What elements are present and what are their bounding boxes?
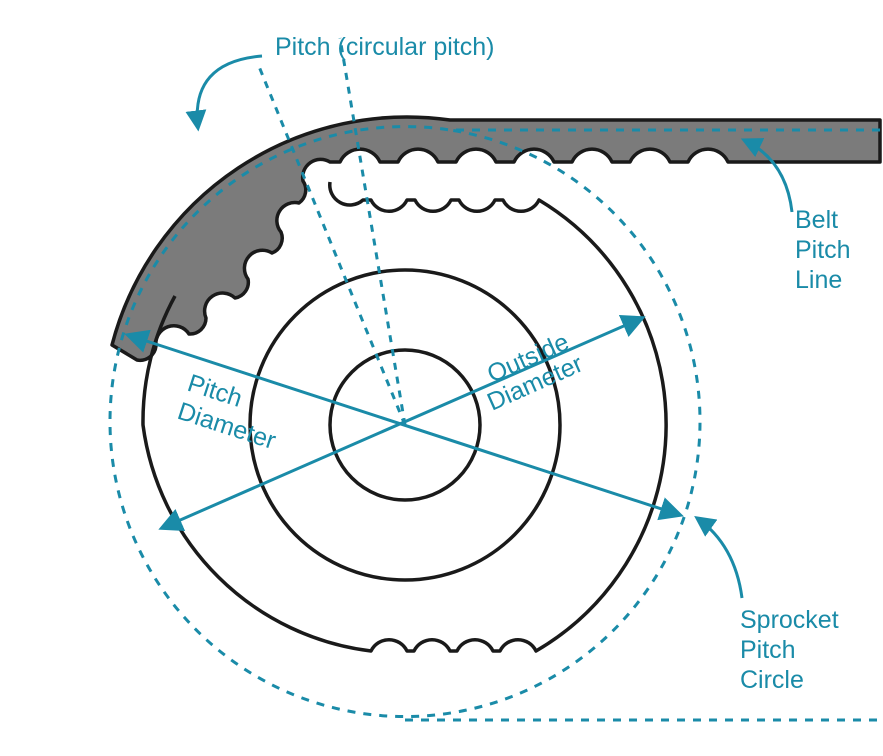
label-sprocket-pitch-1: Sprocket xyxy=(740,606,839,634)
label-pitch-circular: Pitch (circular pitch) xyxy=(275,33,495,61)
label-belt-pitch-line-1: Belt xyxy=(795,206,838,234)
label-belt-pitch-line-2: Pitch xyxy=(795,236,851,264)
label-belt-pitch-line-3: Line xyxy=(795,266,842,294)
label-sprocket-pitch-3: Circle xyxy=(740,666,804,694)
sprocket-pitch-diagram: Pitch (circular pitch) Belt Pitch Line P… xyxy=(0,0,883,756)
label-sprocket-pitch-2: Pitch xyxy=(740,636,796,664)
